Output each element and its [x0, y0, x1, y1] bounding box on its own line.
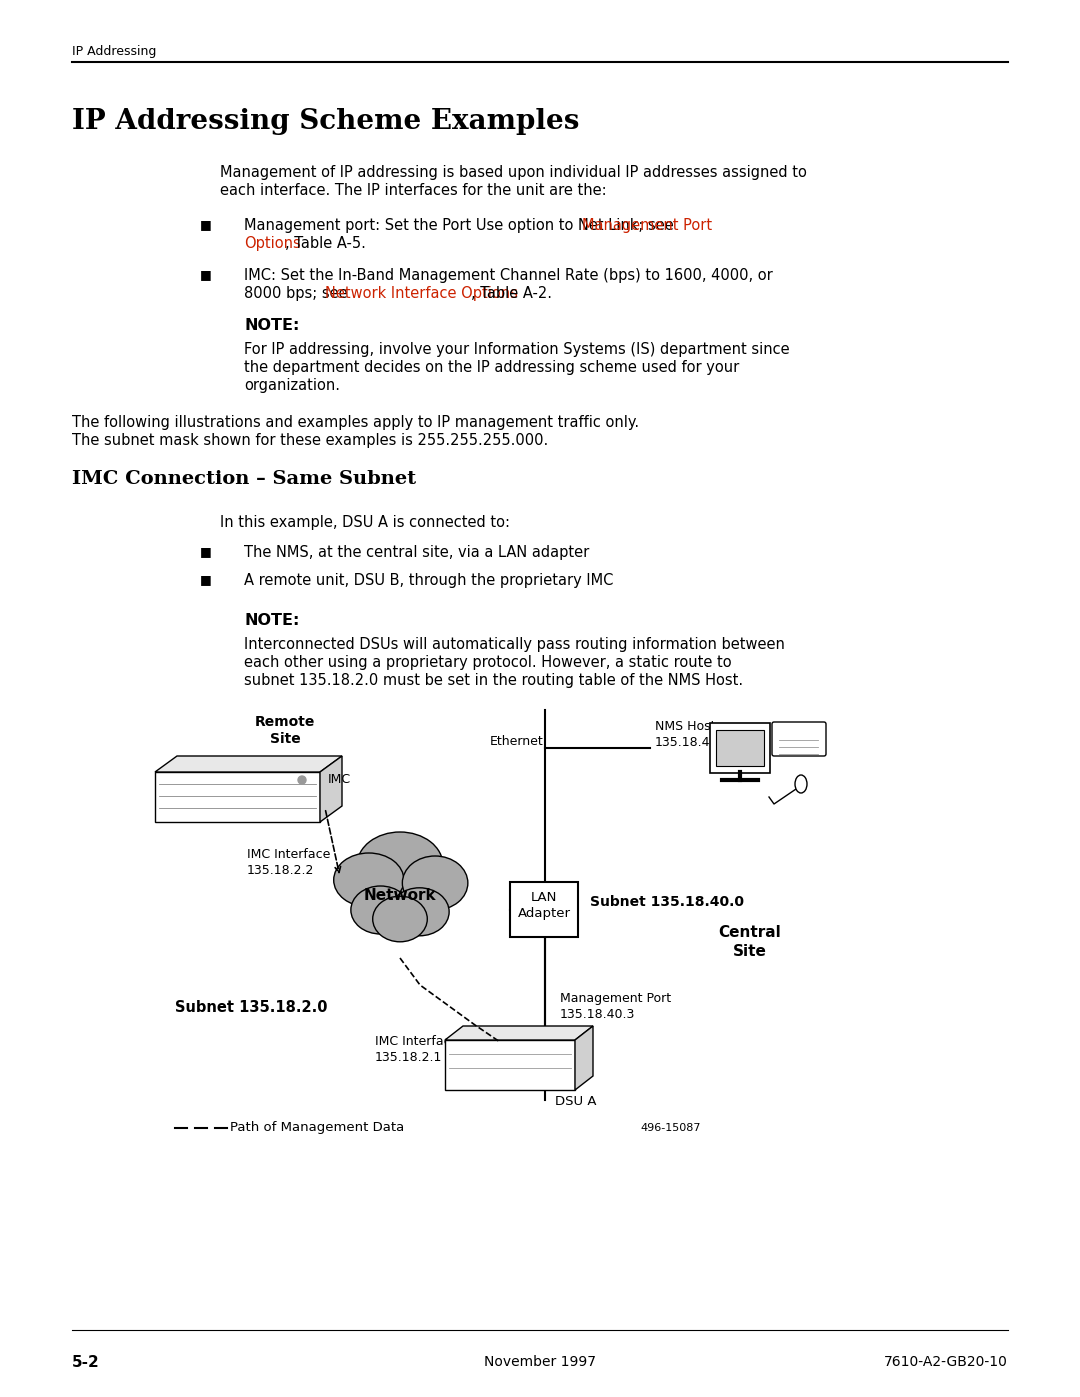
FancyBboxPatch shape	[716, 731, 764, 766]
Text: 7610-A2-GB20-10: 7610-A2-GB20-10	[885, 1355, 1008, 1369]
Text: IMC: Set the In-Band Management Channel Rate (bps) to 1600, 4000, or: IMC: Set the In-Band Management Channel …	[244, 268, 773, 284]
Text: , Table A-2.: , Table A-2.	[471, 286, 552, 300]
Text: each other using a proprietary protocol. However, a static route to: each other using a proprietary protocol.…	[244, 655, 731, 671]
Polygon shape	[320, 756, 342, 821]
Text: IMC Interface
135.18.2.2: IMC Interface 135.18.2.2	[247, 848, 330, 877]
Polygon shape	[575, 1025, 593, 1090]
Ellipse shape	[373, 897, 428, 942]
Text: IMC Connection – Same Subnet: IMC Connection – Same Subnet	[72, 469, 416, 488]
Text: The subnet mask shown for these examples is 255.255.255.000.: The subnet mask shown for these examples…	[72, 433, 549, 448]
Text: Remote
Site: Remote Site	[255, 715, 315, 746]
Text: Path of Management Data: Path of Management Data	[230, 1122, 404, 1134]
Text: DSU A: DSU A	[555, 1095, 596, 1108]
Text: , Table A-5.: , Table A-5.	[285, 236, 366, 251]
Text: Management of IP addressing is based upon individual IP addresses assigned to: Management of IP addressing is based upo…	[220, 165, 807, 180]
Text: NMS Host
135.18.40.1: NMS Host 135.18.40.1	[654, 719, 730, 749]
Text: Network: Network	[364, 887, 436, 902]
Text: Network Interface Options: Network Interface Options	[325, 286, 518, 300]
Text: Management Port
135.18.40.3: Management Port 135.18.40.3	[561, 992, 671, 1021]
Text: For IP addressing, involve your Information Systems (IS) department since: For IP addressing, involve your Informat…	[244, 342, 789, 358]
Polygon shape	[445, 1039, 575, 1090]
Text: November 1997: November 1997	[484, 1355, 596, 1369]
Text: ■: ■	[200, 573, 212, 585]
FancyBboxPatch shape	[710, 724, 770, 773]
Text: IMC Interface
135.18.2.1: IMC Interface 135.18.2.1	[375, 1035, 458, 1065]
FancyBboxPatch shape	[772, 722, 826, 756]
Text: Subnet 135.18.2.0: Subnet 135.18.2.0	[175, 1000, 327, 1016]
Text: NOTE:: NOTE:	[244, 613, 299, 629]
Polygon shape	[156, 756, 342, 773]
Text: The following illustrations and examples apply to IP management traffic only.: The following illustrations and examples…	[72, 415, 639, 430]
Ellipse shape	[357, 833, 443, 898]
Text: 8000 bps; see: 8000 bps; see	[244, 286, 352, 300]
Text: IP Addressing: IP Addressing	[72, 45, 157, 59]
Polygon shape	[445, 1025, 593, 1039]
Text: 5-2: 5-2	[72, 1355, 99, 1370]
Text: IMC: IMC	[328, 773, 351, 787]
Text: each interface. The IP interfaces for the unit are the:: each interface. The IP interfaces for th…	[220, 183, 607, 198]
Polygon shape	[156, 773, 320, 821]
Ellipse shape	[795, 775, 807, 793]
Text: ■: ■	[200, 218, 212, 231]
Text: Central
Site: Central Site	[718, 925, 781, 958]
Text: IP Addressing Scheme Examples: IP Addressing Scheme Examples	[72, 108, 579, 136]
Text: Subnet 135.18.40.0: Subnet 135.18.40.0	[590, 895, 744, 909]
Text: Management Port: Management Port	[581, 218, 712, 233]
Text: subnet 135.18.2.0 must be set in the routing table of the NMS Host.: subnet 135.18.2.0 must be set in the rou…	[244, 673, 743, 687]
Text: DSU B: DSU B	[200, 754, 242, 768]
Ellipse shape	[390, 888, 449, 936]
Circle shape	[298, 775, 306, 784]
FancyBboxPatch shape	[510, 882, 578, 937]
Ellipse shape	[351, 886, 410, 935]
Ellipse shape	[334, 854, 404, 907]
Text: The NMS, at the central site, via a LAN adapter: The NMS, at the central site, via a LAN …	[244, 545, 590, 560]
Text: Interconnected DSUs will automatically pass routing information between: Interconnected DSUs will automatically p…	[244, 637, 785, 652]
Text: In this example, DSU A is connected to:: In this example, DSU A is connected to:	[220, 515, 510, 529]
Text: Management port: Set the Port Use option to Net Link; see: Management port: Set the Port Use option…	[244, 218, 678, 233]
Text: A remote unit, DSU B, through the proprietary IMC: A remote unit, DSU B, through the propri…	[244, 573, 613, 588]
Ellipse shape	[403, 856, 468, 909]
Text: organization.: organization.	[244, 379, 340, 393]
Ellipse shape	[357, 868, 443, 922]
Text: NOTE:: NOTE:	[244, 319, 299, 332]
Text: Ethernet: Ethernet	[490, 735, 543, 747]
Text: ■: ■	[200, 268, 212, 281]
Text: Options: Options	[244, 236, 300, 251]
Text: the department decides on the IP addressing scheme used for your: the department decides on the IP address…	[244, 360, 739, 374]
Text: 496-15087: 496-15087	[640, 1123, 701, 1133]
Text: ■: ■	[200, 545, 212, 557]
Text: LAN
Adapter: LAN Adapter	[517, 891, 570, 921]
